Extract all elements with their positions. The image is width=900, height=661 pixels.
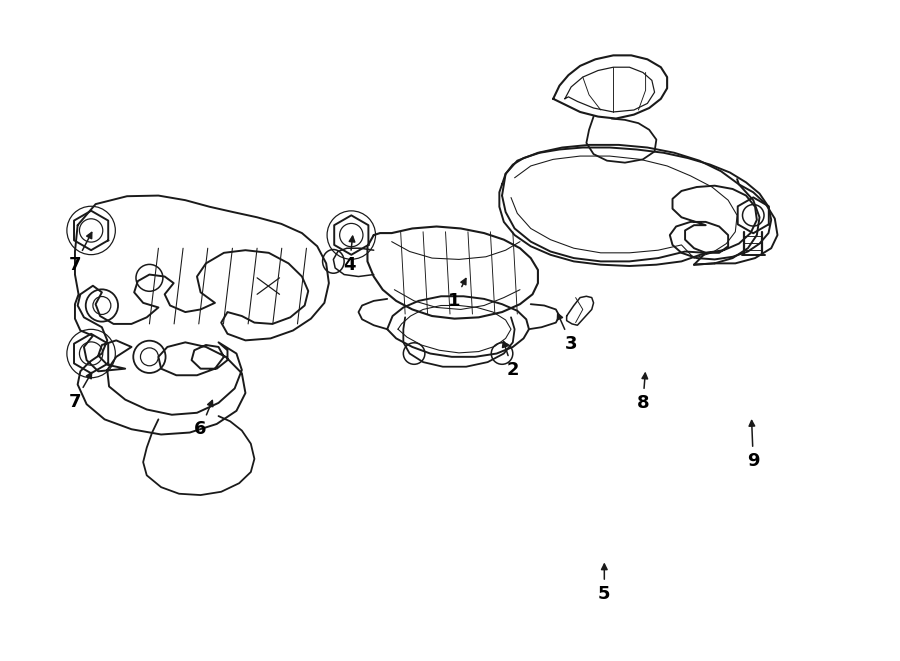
- Text: 9: 9: [747, 420, 760, 470]
- Text: 1: 1: [448, 278, 466, 310]
- Text: 7: 7: [68, 373, 92, 410]
- Text: 3: 3: [557, 313, 578, 353]
- Text: 6: 6: [194, 401, 212, 438]
- Text: 8: 8: [636, 373, 649, 412]
- Text: 5: 5: [598, 564, 610, 603]
- Text: 4: 4: [343, 236, 356, 274]
- Text: 2: 2: [502, 341, 519, 379]
- Text: 7: 7: [68, 233, 92, 274]
